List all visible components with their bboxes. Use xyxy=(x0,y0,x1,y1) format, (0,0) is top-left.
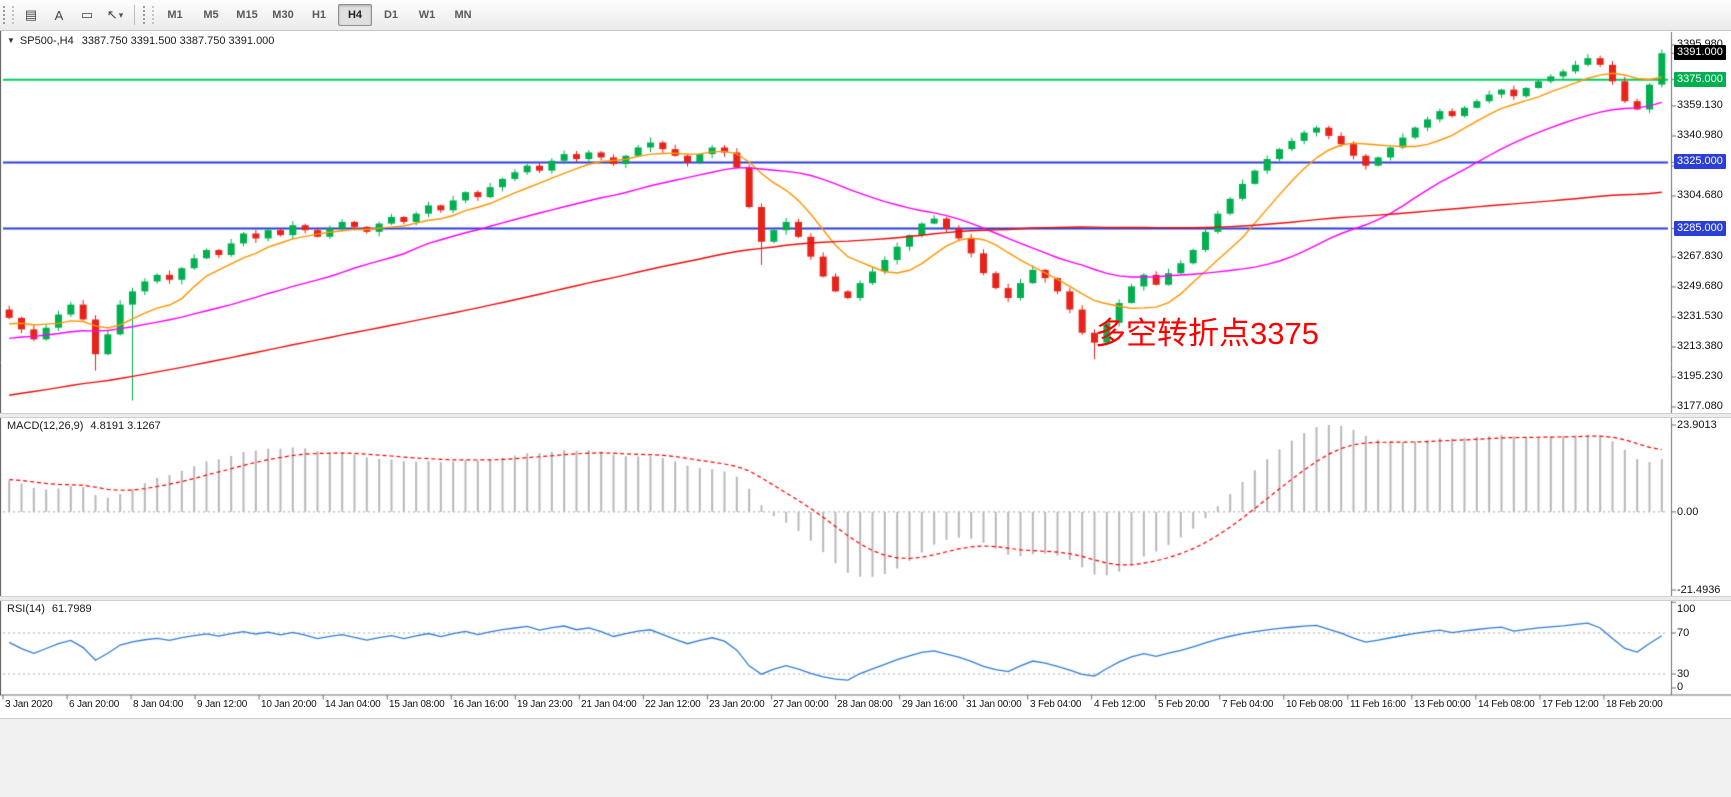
shapes-icon: ▭ xyxy=(80,7,94,22)
rsi-name: RSI(14) xyxy=(7,603,45,615)
chart-title: ▼ SP500-,H4 3387.750 3391.500 3387.750 339… xyxy=(7,35,274,47)
timeframe-h1-button[interactable]: H1 xyxy=(311,9,327,21)
timeframe-mn-button[interactable]: MN xyxy=(454,9,472,21)
arrows-icon: ↖ xyxy=(106,7,118,22)
window-footer xyxy=(0,718,1731,797)
timeframe-m15-button[interactable]: M15 xyxy=(236,9,258,21)
text-icon: A xyxy=(54,7,64,23)
timeframe-w1-button[interactable]: W1 xyxy=(418,9,436,21)
price-scale[interactable] xyxy=(1671,32,1731,694)
toolbar-grip[interactable] xyxy=(3,6,14,24)
macd-label: MACD(12,26,9) 4.8191 3.1267 xyxy=(7,420,161,432)
line-studies-toolbar: ▤ A ▭ ↖ ▾ xyxy=(17,3,129,27)
timeframe-m5-button[interactable]: M5 xyxy=(203,9,219,21)
pane-splitter-rsi[interactable] xyxy=(0,596,1731,601)
timeframe-h4-button[interactable]: H4 xyxy=(338,4,372,26)
rsi-label: RSI(14) 61.7989 xyxy=(7,603,92,615)
toolbar-separator xyxy=(134,5,135,25)
toolbar: ▤ A ▭ ↖ ▾ M1 M5 M15 M30 H1 H4 D1 W1 MN xyxy=(0,0,1731,31)
chart-annotation-text: 多空转折点3375 xyxy=(1095,316,1319,351)
toolbar-grip[interactable] xyxy=(143,6,154,24)
timeframe-m30-button[interactable]: M30 xyxy=(272,9,294,21)
symbol-period-label: SP500-,H4 xyxy=(19,35,74,47)
macd-name: MACD(12,26,9) xyxy=(7,420,84,432)
timeframes-toolbar: M1 M5 M15 M30 H1 H4 D1 W1 MN xyxy=(157,4,481,26)
collapse-chart-icon[interactable]: ▼ xyxy=(7,36,15,45)
chart-windows-icon: ▤ xyxy=(24,7,38,22)
shapes-tool-button[interactable]: ▭ xyxy=(74,3,100,27)
ohlc-values: 3387.750 3391.500 3387.750 3391.000 xyxy=(81,35,275,47)
arrows-tool-button[interactable]: ↖ ▾ xyxy=(102,3,128,27)
time-scale[interactable] xyxy=(0,695,1671,717)
chart-windows-tool-button[interactable]: ▤ xyxy=(18,3,44,27)
timeframe-m1-button[interactable]: M1 xyxy=(167,9,183,21)
text-tool-button[interactable]: A xyxy=(46,3,72,27)
chevron-down-icon: ▾ xyxy=(118,9,124,20)
timeframe-d1-button[interactable]: D1 xyxy=(383,9,399,21)
macd-values: 4.8191 3.1267 xyxy=(90,420,161,432)
rsi-value: 61.7989 xyxy=(51,603,92,615)
pane-splitter-macd[interactable] xyxy=(0,413,1731,418)
